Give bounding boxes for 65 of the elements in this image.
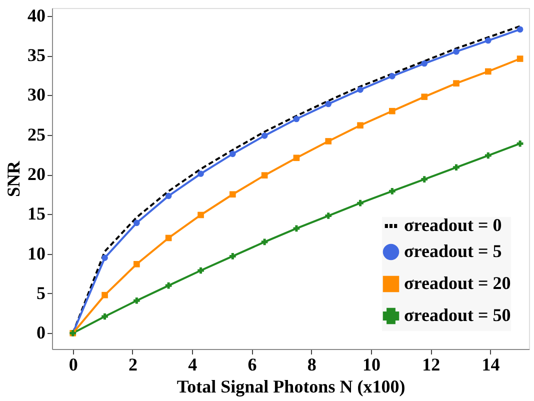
point bbox=[293, 154, 300, 162]
y-tick-label: 5 bbox=[36, 282, 46, 303]
y-tick-label: 15 bbox=[28, 204, 46, 224]
point bbox=[357, 200, 364, 206]
x-tick-label: 2 bbox=[128, 354, 138, 374]
y-tick-label: 40 bbox=[28, 5, 46, 26]
x-tick-label: 10 bbox=[362, 354, 380, 374]
legend-label: σreadout = 0 bbox=[404, 215, 502, 235]
point bbox=[484, 68, 492, 75]
point bbox=[134, 220, 140, 226]
y-tick-label: 30 bbox=[28, 84, 46, 105]
point bbox=[389, 73, 396, 80]
point bbox=[165, 192, 172, 200]
point bbox=[261, 172, 268, 178]
point bbox=[389, 188, 396, 194]
point bbox=[165, 234, 172, 242]
point bbox=[230, 253, 236, 260]
point bbox=[230, 150, 236, 158]
point bbox=[453, 48, 460, 55]
point bbox=[198, 170, 204, 177]
point bbox=[421, 60, 428, 67]
y-tick-label: 25 bbox=[28, 124, 46, 144]
point bbox=[516, 56, 524, 62]
y-axis-title: SNR bbox=[4, 160, 24, 198]
x-tick-label: 6 bbox=[248, 354, 257, 374]
x-tick-label: 0 bbox=[68, 354, 78, 374]
point bbox=[484, 152, 492, 159]
point bbox=[357, 122, 364, 129]
point bbox=[389, 108, 396, 114]
point bbox=[293, 116, 300, 122]
point bbox=[134, 297, 140, 304]
point bbox=[357, 86, 364, 93]
y-tick-label: 10 bbox=[28, 243, 46, 264]
point bbox=[134, 260, 140, 268]
y-tick-label: 35 bbox=[28, 45, 46, 66]
point bbox=[421, 94, 428, 100]
y-tick-label: 20 bbox=[28, 164, 46, 184]
point bbox=[102, 313, 108, 320]
point bbox=[198, 212, 204, 218]
legend-label: σreadout = 20 bbox=[404, 273, 511, 293]
y-tick-label: 0 bbox=[36, 322, 46, 343]
point bbox=[453, 80, 460, 86]
point bbox=[325, 100, 332, 108]
x-tick-label: 8 bbox=[307, 354, 316, 374]
point bbox=[453, 164, 460, 171]
point bbox=[165, 282, 172, 289]
point bbox=[102, 254, 108, 261]
x-tick-label: 14 bbox=[482, 354, 500, 374]
legend-label: σreadout = 50 bbox=[404, 305, 511, 325]
point bbox=[198, 267, 204, 274]
point bbox=[516, 26, 524, 33]
x-tick-label: 4 bbox=[188, 354, 198, 374]
point bbox=[293, 225, 300, 232]
point bbox=[261, 238, 268, 246]
point bbox=[325, 212, 332, 219]
point bbox=[516, 140, 524, 147]
point bbox=[261, 132, 268, 139]
point bbox=[230, 191, 236, 198]
x-axis-title: Total Signal Photons N (x100) bbox=[176, 376, 406, 396]
legend-label: σreadout = 5 bbox=[404, 241, 502, 261]
point bbox=[325, 138, 332, 144]
point bbox=[484, 37, 492, 44]
point bbox=[421, 176, 428, 182]
point bbox=[102, 292, 108, 298]
x-tick-label: 12 bbox=[422, 354, 440, 374]
